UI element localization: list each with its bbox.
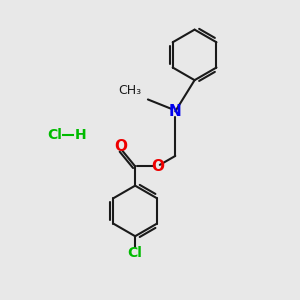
- Text: O: O: [114, 139, 127, 154]
- Text: H: H: [74, 128, 86, 142]
- Text: O: O: [151, 159, 164, 174]
- Text: Cl: Cl: [47, 128, 62, 142]
- Text: CH₃: CH₃: [118, 83, 141, 97]
- Text: N: N: [169, 104, 182, 119]
- Text: Cl: Cl: [128, 245, 142, 260]
